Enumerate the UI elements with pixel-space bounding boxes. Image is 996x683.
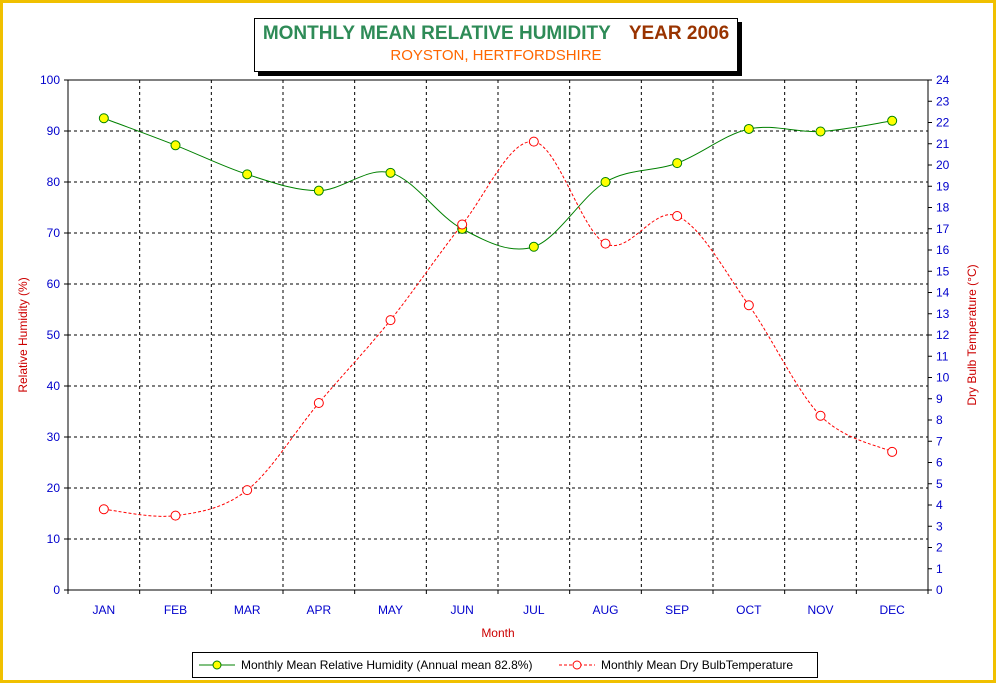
y-right-tick-label: 24: [936, 73, 950, 87]
data-point-humidity: [98, 113, 109, 124]
y-left-axis-label: Relative Humidity (%): [16, 277, 30, 392]
y-right-tick-label: 17: [936, 222, 950, 236]
legend-label-humidity: Monthly Mean Relative Humidity (Annual m…: [241, 658, 533, 672]
data-point-temperature: [170, 510, 181, 521]
y-right-axis-label: Dry Bulb Temperature (°C): [965, 264, 979, 405]
x-axis-label: Month: [481, 626, 514, 640]
y-right-tick-label: 3: [936, 519, 943, 533]
x-tick-label: MAY: [378, 603, 403, 617]
chart-subtitle: ROYSTON, HERTFORDSHIRE: [390, 47, 602, 64]
y-left-tick-label: 10: [47, 532, 61, 546]
y-right-tick-label: 19: [936, 179, 950, 193]
y-right-tick-label: 6: [936, 456, 943, 470]
y-right-tick-label: 13: [936, 307, 950, 321]
data-point-humidity: [815, 126, 826, 137]
chart-title-year: YEAR 2006: [628, 23, 730, 44]
data-point-temperature: [887, 446, 898, 457]
y-right-tick-label: 15: [936, 264, 950, 278]
x-tick-label: AUG: [592, 603, 618, 617]
data-point-humidity: [385, 167, 396, 178]
chart-legend: Monthly Mean Relative Humidity (Annual m…: [192, 652, 818, 678]
y-right-tick-label: 8: [936, 413, 943, 427]
chart-title-main: MONTHLY MEAN RELATIVE HUMIDITY: [262, 23, 611, 44]
y-left-tick-label: 70: [47, 226, 61, 240]
data-point-temperature: [815, 410, 826, 421]
y-left-tick-label: 80: [47, 175, 61, 189]
chart-title: MONTHLY MEAN RELATIVE HUMIDITY YEAR 2006: [255, 23, 737, 45]
y-right-tick-label: 16: [936, 243, 950, 257]
x-tick-label: APR: [306, 603, 331, 617]
x-tick-label: MAR: [234, 603, 261, 617]
y-right-tick-label: 4: [936, 498, 943, 512]
y-left-tick-label: 90: [47, 124, 61, 138]
data-point-temperature: [528, 136, 539, 147]
x-tick-label: OCT: [736, 603, 762, 617]
chart-title-box: MONTHLY MEAN RELATIVE HUMIDITY YEAR 2006 …: [254, 18, 738, 72]
y-right-tick-label: 1: [936, 562, 943, 576]
data-point-humidity: [242, 169, 253, 180]
data-point-temperature: [385, 315, 396, 326]
legend-label-temperature: Monthly Mean Dry BulbTemperature: [601, 658, 794, 672]
y-right-tick-label: 11: [936, 349, 949, 363]
y-right-tick-label: 23: [936, 94, 950, 108]
data-point-temperature: [600, 238, 611, 249]
y-right-tick-label: 21: [936, 137, 950, 151]
x-tick-label: JUL: [523, 603, 545, 617]
x-tick-label: NOV: [807, 603, 833, 617]
data-point-humidity: [743, 123, 754, 134]
data-point-humidity: [528, 241, 539, 252]
y-left-tick-label: 40: [47, 379, 61, 393]
y-left-tick-label: 50: [47, 328, 61, 342]
x-tick-label: DEC: [879, 603, 905, 617]
y-right-tick-label: 18: [936, 201, 950, 215]
data-point-humidity: [313, 185, 324, 196]
data-point-temperature: [672, 211, 683, 221]
y-left-tick-label: 100: [40, 73, 60, 87]
y-right-tick-label: 14: [936, 286, 950, 300]
data-point-temperature: [242, 485, 253, 496]
y-right-tick-label: 12: [936, 328, 950, 342]
legend-swatch-humidity: [199, 660, 235, 670]
data-point-temperature: [743, 300, 754, 311]
y-right-tick-label: 0: [936, 583, 943, 597]
x-tick-label: JAN: [92, 603, 115, 617]
y-right-tick-label: 7: [936, 434, 943, 448]
data-point-humidity: [600, 177, 611, 187]
data-point-humidity: [887, 115, 898, 126]
x-tick-label: FEB: [164, 603, 187, 617]
x-tick-label: SEP: [665, 603, 689, 617]
y-left-tick-label: 20: [47, 481, 61, 495]
y-right-tick-label: 10: [936, 371, 950, 385]
y-right-tick-label: 2: [936, 541, 943, 555]
y-left-tick-label: 30: [47, 430, 61, 444]
data-point-humidity: [170, 140, 181, 151]
y-right-tick-label: 20: [936, 158, 950, 172]
y-right-tick-label: 9: [936, 392, 943, 406]
y-right-tick-label: 22: [936, 116, 950, 130]
data-point-humidity: [672, 158, 683, 169]
y-left-tick-label: 60: [47, 277, 61, 291]
y-right-tick-label: 5: [936, 477, 943, 491]
data-point-temperature: [313, 398, 324, 408]
x-tick-label: JUN: [450, 603, 473, 617]
legend-swatch-temperature: [559, 660, 595, 670]
y-left-tick-label: 0: [53, 583, 60, 597]
data-point-temperature: [457, 219, 468, 230]
data-point-temperature: [98, 504, 109, 515]
